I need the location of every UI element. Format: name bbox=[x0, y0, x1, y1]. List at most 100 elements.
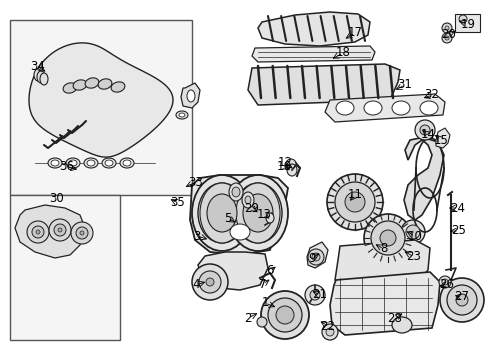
Ellipse shape bbox=[285, 159, 295, 169]
Text: 7: 7 bbox=[259, 278, 266, 291]
Ellipse shape bbox=[69, 160, 77, 166]
Ellipse shape bbox=[76, 227, 88, 239]
Text: 9: 9 bbox=[307, 252, 315, 265]
Polygon shape bbox=[15, 205, 85, 258]
Ellipse shape bbox=[40, 73, 48, 85]
Ellipse shape bbox=[370, 221, 404, 255]
Ellipse shape bbox=[391, 317, 411, 333]
Text: 8: 8 bbox=[380, 243, 387, 256]
Ellipse shape bbox=[244, 196, 250, 204]
Ellipse shape bbox=[229, 224, 249, 240]
Ellipse shape bbox=[267, 298, 302, 332]
Polygon shape bbox=[325, 94, 444, 122]
Text: 16: 16 bbox=[276, 159, 291, 172]
Ellipse shape bbox=[192, 175, 251, 251]
Text: 12: 12 bbox=[277, 157, 292, 170]
Text: 22: 22 bbox=[320, 320, 335, 333]
Ellipse shape bbox=[419, 101, 437, 115]
Ellipse shape bbox=[66, 158, 80, 168]
Ellipse shape bbox=[27, 221, 49, 243]
Text: 24: 24 bbox=[449, 202, 465, 215]
Polygon shape bbox=[334, 240, 429, 290]
Ellipse shape bbox=[186, 90, 195, 102]
Ellipse shape bbox=[257, 317, 266, 327]
Text: 11: 11 bbox=[347, 189, 362, 202]
Ellipse shape bbox=[205, 278, 214, 286]
Text: 2: 2 bbox=[244, 311, 251, 324]
Ellipse shape bbox=[311, 253, 319, 261]
Ellipse shape bbox=[51, 160, 59, 166]
Ellipse shape bbox=[63, 83, 77, 93]
Polygon shape bbox=[403, 138, 443, 220]
Ellipse shape bbox=[80, 231, 84, 235]
Text: 5: 5 bbox=[224, 211, 231, 225]
Ellipse shape bbox=[85, 78, 99, 88]
Text: 10: 10 bbox=[407, 230, 422, 243]
Bar bbox=[10, 20, 192, 195]
Polygon shape bbox=[181, 83, 200, 108]
Ellipse shape bbox=[105, 160, 113, 166]
Polygon shape bbox=[29, 43, 173, 157]
Ellipse shape bbox=[286, 164, 296, 176]
Ellipse shape bbox=[458, 15, 466, 23]
Polygon shape bbox=[435, 128, 449, 148]
Ellipse shape bbox=[455, 294, 467, 306]
Ellipse shape bbox=[231, 187, 240, 197]
Polygon shape bbox=[306, 242, 327, 268]
Ellipse shape bbox=[102, 158, 116, 168]
Polygon shape bbox=[258, 12, 369, 46]
Ellipse shape bbox=[439, 278, 483, 322]
Ellipse shape bbox=[326, 174, 382, 230]
Polygon shape bbox=[247, 64, 399, 105]
Text: 33: 33 bbox=[188, 175, 203, 189]
Text: 6: 6 bbox=[265, 265, 273, 278]
Text: 14: 14 bbox=[420, 129, 435, 141]
Polygon shape bbox=[198, 252, 267, 290]
Ellipse shape bbox=[54, 224, 66, 236]
Ellipse shape bbox=[335, 101, 353, 115]
Text: 34: 34 bbox=[30, 60, 45, 73]
Ellipse shape bbox=[334, 182, 374, 222]
Text: 1: 1 bbox=[261, 297, 268, 310]
Ellipse shape bbox=[228, 183, 243, 201]
Ellipse shape bbox=[227, 175, 287, 251]
Ellipse shape bbox=[87, 160, 95, 166]
Bar bbox=[454, 14, 479, 32]
Text: 13: 13 bbox=[256, 208, 271, 221]
Ellipse shape bbox=[37, 71, 45, 83]
Ellipse shape bbox=[441, 23, 451, 33]
Text: 3: 3 bbox=[193, 230, 200, 243]
Ellipse shape bbox=[49, 219, 71, 241]
Text: 4: 4 bbox=[192, 279, 199, 292]
Ellipse shape bbox=[379, 230, 395, 246]
Text: 31: 31 bbox=[397, 78, 411, 91]
Ellipse shape bbox=[199, 271, 221, 293]
Text: 25: 25 bbox=[450, 225, 466, 238]
Text: 29: 29 bbox=[244, 202, 259, 215]
Ellipse shape bbox=[120, 158, 134, 168]
Ellipse shape bbox=[236, 183, 280, 243]
Ellipse shape bbox=[419, 125, 429, 135]
Ellipse shape bbox=[192, 264, 227, 300]
Ellipse shape bbox=[444, 26, 448, 30]
Text: 30: 30 bbox=[49, 192, 64, 204]
Ellipse shape bbox=[243, 194, 272, 232]
Ellipse shape bbox=[176, 111, 187, 119]
Ellipse shape bbox=[32, 226, 44, 238]
Ellipse shape bbox=[444, 36, 448, 40]
Ellipse shape bbox=[58, 228, 62, 232]
Text: 18: 18 bbox=[335, 46, 350, 59]
Text: 21: 21 bbox=[312, 288, 327, 302]
Ellipse shape bbox=[198, 183, 245, 243]
Ellipse shape bbox=[321, 324, 337, 340]
Text: 32: 32 bbox=[424, 89, 439, 102]
Ellipse shape bbox=[206, 194, 237, 232]
Text: 35: 35 bbox=[170, 197, 185, 210]
Text: 26: 26 bbox=[439, 278, 453, 291]
Text: 23: 23 bbox=[406, 251, 421, 264]
Text: 36: 36 bbox=[60, 161, 74, 174]
Text: 20: 20 bbox=[441, 27, 455, 40]
Ellipse shape bbox=[414, 120, 434, 140]
Ellipse shape bbox=[446, 285, 476, 315]
Ellipse shape bbox=[242, 192, 253, 208]
